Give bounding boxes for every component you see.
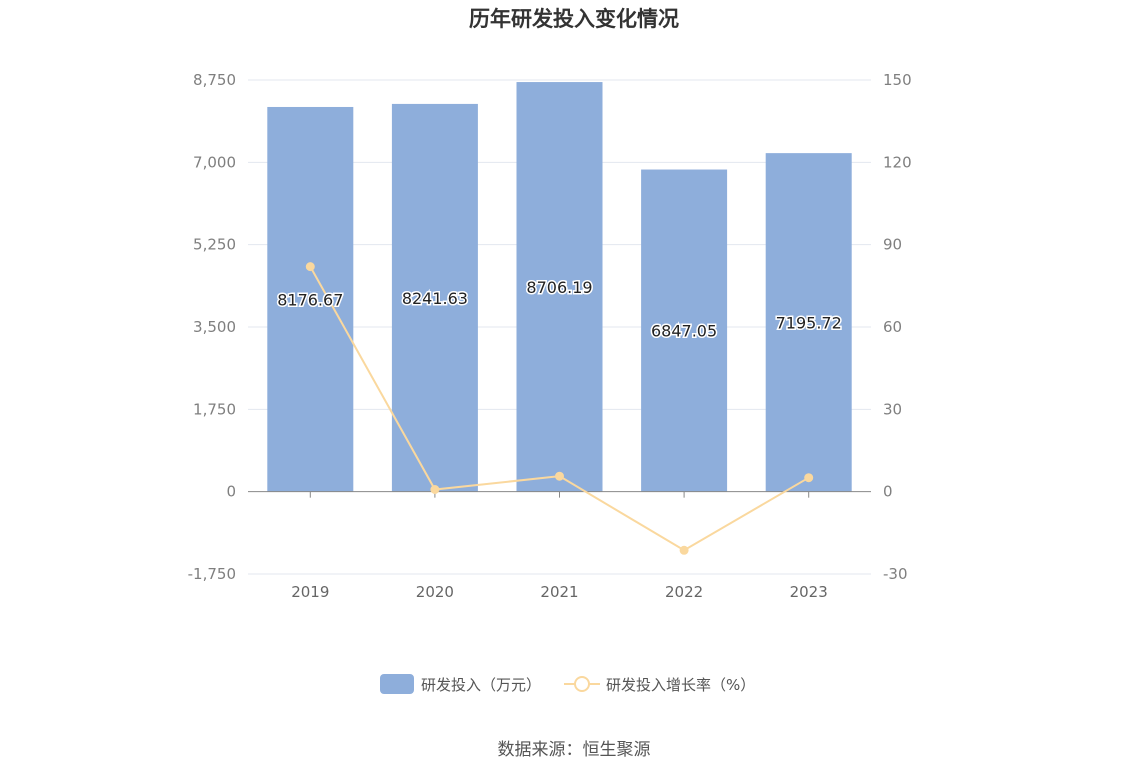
bar — [391, 103, 478, 492]
bar — [641, 169, 728, 492]
right-tick-label: 60 — [883, 318, 902, 336]
left-tick-label: 0 — [226, 483, 236, 501]
left-tick-label: 1,750 — [193, 400, 236, 418]
bar — [516, 82, 603, 492]
left-tick-label: 5,250 — [193, 236, 236, 254]
left-tick-label: -1,750 — [188, 565, 236, 583]
right-tick-label: -30 — [883, 565, 908, 583]
chart-title: 历年研发投入变化情况 — [469, 7, 679, 31]
data-labels: 8176.67 8241.63 8706.19 6847.05 7195.72 — [276, 276, 844, 342]
right-tick-label: 150 — [883, 71, 912, 89]
legend-swatch-marker — [574, 676, 590, 692]
x-tick-label: 2022 — [665, 583, 703, 601]
x-tick-label: 2021 — [540, 583, 578, 601]
right-tick-label: 30 — [883, 400, 902, 418]
bar — [267, 106, 354, 492]
right-tick-label: 0 — [883, 483, 893, 501]
bar-value-label: 8241.63 — [402, 289, 468, 308]
legend-item-growth-rate[interactable]: 研发投入增长率（%） — [564, 676, 755, 694]
line-point — [305, 262, 315, 272]
x-tick-label: 2023 — [790, 583, 828, 601]
x-tick-label: 2019 — [291, 583, 329, 601]
right-y-axis: -30 0 30 60 90 120 150 — [883, 71, 912, 583]
right-tick-label: 90 — [883, 236, 902, 254]
bar-value-label: 8176.67 — [277, 290, 343, 309]
legend-label-rd-investment: 研发投入（万元） — [421, 676, 541, 694]
left-y-axis: -1,750 0 1,750 3,500 5,250 7,000 8,750 — [188, 71, 236, 583]
legend-label-growth-rate: 研发投入增长率（%） — [606, 676, 755, 694]
line-series — [305, 262, 814, 555]
x-tick-label: 2020 — [416, 583, 454, 601]
legend: 研发投入（万元） 研发投入增长率（%） — [380, 674, 755, 694]
bar-value-label: 6847.05 — [651, 322, 717, 341]
bar-value-label: 7195.72 — [776, 313, 842, 332]
bar — [765, 153, 852, 492]
data-source: 数据来源：恒生聚源 — [498, 740, 651, 760]
legend-swatch-bar — [380, 674, 414, 694]
x-axis: 2019 2020 2021 2022 2023 — [248, 491, 871, 601]
line-point — [555, 471, 564, 481]
line-point — [679, 545, 689, 555]
line-point — [804, 473, 814, 483]
left-tick-label: 3,500 — [193, 318, 236, 336]
line-point — [430, 484, 440, 494]
right-tick-label: 120 — [883, 153, 912, 171]
bar-value-label: 8706.19 — [526, 278, 592, 297]
bar-series — [267, 82, 852, 492]
legend-item-rd-investment[interactable]: 研发投入（万元） — [380, 674, 541, 694]
left-tick-label: 8,750 — [193, 71, 236, 89]
left-tick-label: 7,000 — [193, 153, 236, 171]
